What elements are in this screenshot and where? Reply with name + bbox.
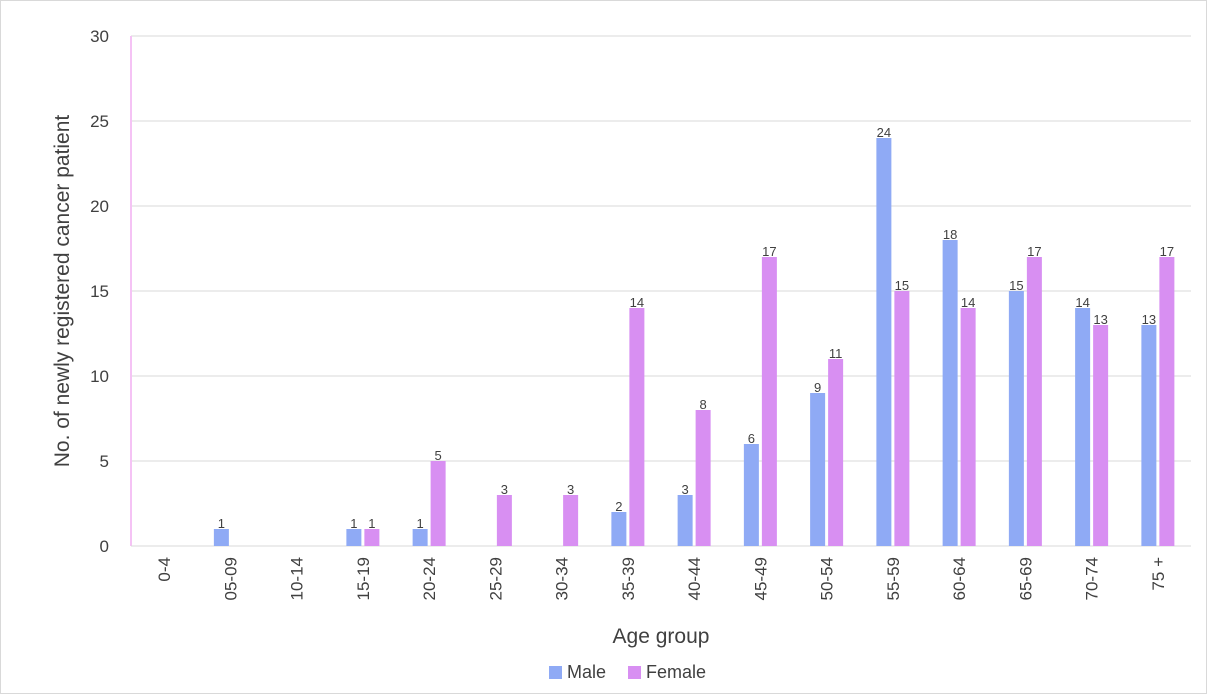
bar-male bbox=[412, 529, 428, 546]
x-tick-label: 75 + bbox=[1149, 557, 1168, 591]
bar-male bbox=[677, 495, 693, 546]
bar-male bbox=[213, 529, 229, 546]
bar-female bbox=[960, 308, 976, 546]
x-axis-ticks: 0-4 05-09 10-14 15-19 20-24 25-29 30-34 35-39 40… bbox=[155, 557, 1168, 601]
bar-value-label: 17 bbox=[762, 244, 776, 259]
legend-swatch-female bbox=[628, 666, 642, 679]
bar-value-label: 14 bbox=[1075, 295, 1089, 310]
bar-value-label: 14 bbox=[961, 295, 975, 310]
bar-value-label: 11 bbox=[829, 346, 843, 361]
x-tick-label: 10-14 bbox=[288, 557, 307, 600]
bar-value-label: 3 bbox=[567, 482, 574, 497]
legend-label-female: Female bbox=[646, 662, 706, 682]
bar-value-label: 1 bbox=[368, 516, 375, 531]
y-tick-label: 20 bbox=[90, 197, 109, 216]
bar-value-label: 8 bbox=[700, 397, 707, 412]
bar-value-label: 13 bbox=[1093, 312, 1107, 327]
x-tick-label: 45-49 bbox=[751, 557, 770, 600]
bar-female bbox=[364, 529, 380, 546]
bar-male bbox=[611, 512, 627, 546]
bar-female bbox=[496, 495, 512, 546]
x-tick-label: 40-44 bbox=[685, 557, 704, 600]
y-tick-label: 25 bbox=[90, 112, 109, 131]
y-tick-label: 0 bbox=[100, 537, 109, 556]
y-axis-title: No. of newly registered cancer patient bbox=[51, 115, 74, 468]
bar-value-label: 1 bbox=[218, 516, 225, 531]
bar-value-label: 17 bbox=[1160, 244, 1174, 259]
x-tick-label: 65-69 bbox=[1016, 557, 1035, 600]
bar-value-label: 3 bbox=[682, 482, 689, 497]
bar-female bbox=[1026, 257, 1042, 546]
bar-value-label: 24 bbox=[877, 125, 891, 140]
bar-male bbox=[1075, 308, 1091, 546]
bar-value-label: 15 bbox=[895, 278, 909, 293]
bar-male bbox=[810, 393, 826, 546]
bar-female bbox=[695, 410, 711, 546]
x-tick-label: 55-59 bbox=[884, 557, 903, 600]
bar-value-label: 1 bbox=[350, 516, 357, 531]
x-tick-label: 20-24 bbox=[420, 557, 439, 600]
x-tick-label: 0-4 bbox=[155, 557, 174, 582]
x-tick-label: 15-19 bbox=[354, 557, 373, 600]
bar-value-label: 15 bbox=[1009, 278, 1023, 293]
bar-female bbox=[563, 495, 579, 546]
legend-label-male: Male bbox=[567, 662, 606, 682]
legend: Male Female bbox=[549, 662, 706, 682]
legend-swatch-male bbox=[549, 666, 562, 679]
bar-male bbox=[876, 138, 892, 546]
bar-female bbox=[828, 359, 844, 546]
bar-value-label: 14 bbox=[630, 295, 644, 310]
x-tick-label: 05-09 bbox=[221, 557, 240, 600]
bar-value-label: 5 bbox=[435, 448, 442, 463]
bar-value-label: 2 bbox=[615, 499, 622, 514]
bar-female bbox=[761, 257, 777, 546]
x-axis-title: Age group bbox=[613, 625, 710, 648]
y-tick-label: 30 bbox=[90, 27, 109, 46]
bar-value-label: 17 bbox=[1027, 244, 1041, 259]
bar-male bbox=[1141, 325, 1157, 546]
bar-female bbox=[1093, 325, 1109, 546]
y-tick-label: 10 bbox=[90, 367, 109, 386]
bar-male bbox=[942, 240, 958, 546]
x-tick-label: 50-54 bbox=[818, 557, 837, 600]
x-tick-label: 70-74 bbox=[1083, 557, 1102, 600]
bar-value-label: 13 bbox=[1142, 312, 1156, 327]
bar-value-label: 6 bbox=[748, 431, 755, 446]
bar-value-label: 18 bbox=[943, 227, 957, 242]
y-tick-label: 15 bbox=[90, 282, 109, 301]
x-tick-label: 60-64 bbox=[950, 557, 969, 600]
bars bbox=[213, 138, 1175, 546]
x-tick-label: 30-34 bbox=[553, 557, 572, 600]
bar-value-label: 3 bbox=[501, 482, 508, 497]
bar-male bbox=[743, 444, 759, 546]
x-tick-label: 25-29 bbox=[486, 557, 505, 600]
bar-value-label: 9 bbox=[814, 380, 821, 395]
bar-female bbox=[629, 308, 645, 546]
bar-female bbox=[894, 291, 910, 546]
bar-male bbox=[346, 529, 362, 546]
bar-value-label: 1 bbox=[417, 516, 424, 531]
x-tick-label: 35-39 bbox=[619, 557, 638, 600]
bar-male bbox=[1008, 291, 1024, 546]
bar-female bbox=[430, 461, 446, 546]
y-tick-label: 5 bbox=[100, 452, 109, 471]
y-axis-ticks: 0 5 10 15 20 25 30 bbox=[90, 27, 109, 556]
bar-female bbox=[1159, 257, 1175, 546]
